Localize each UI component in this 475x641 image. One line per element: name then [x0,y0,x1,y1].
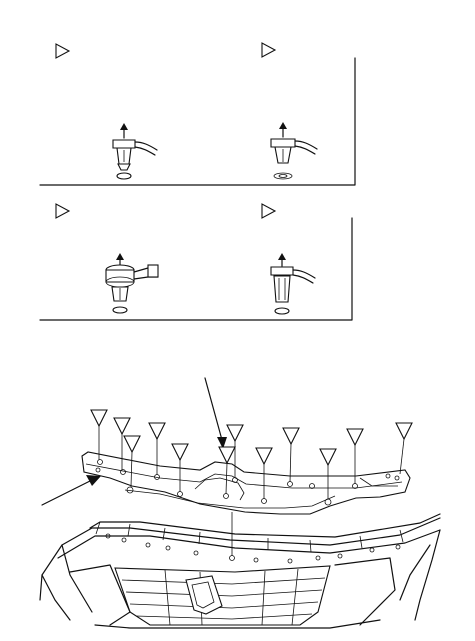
clip-panel-row-1 [39,57,356,186]
panel-marker-c-icon [55,203,71,219]
vehicle-front-end [39,513,441,629]
clip-panel-row-2 [39,217,353,321]
panel-marker-a-icon [55,43,71,59]
clip-c-icon [105,253,159,314]
clip-b-icon [270,122,318,180]
clip-a-icon [112,123,158,180]
cover-leader-arrow [204,377,227,449]
side-leader-arrow [41,475,101,506]
panel-marker-d-icon [261,203,277,219]
clip-d-icon [270,253,316,315]
panel-marker-b-icon [261,42,277,58]
callout-triangles [90,409,413,499]
